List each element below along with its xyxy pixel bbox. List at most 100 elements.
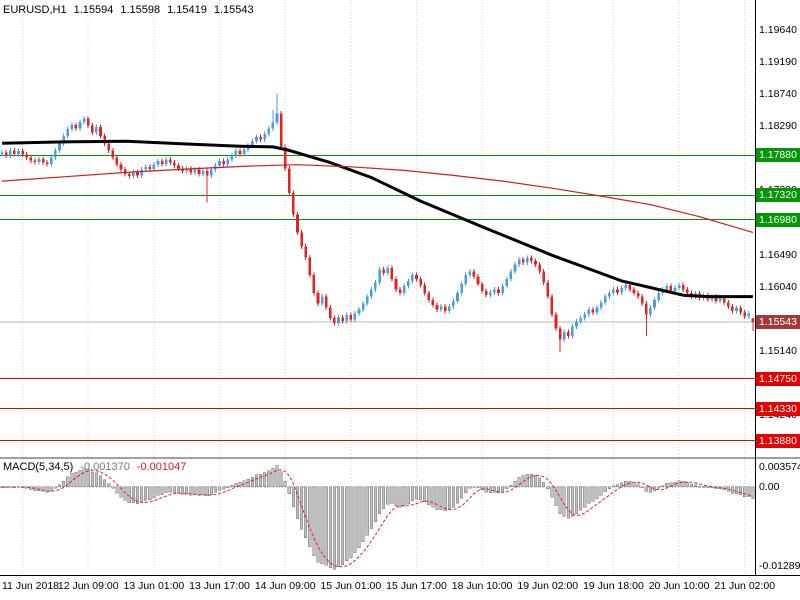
candle-body bbox=[185, 168, 188, 172]
time-scale[interactable]: 11 Jun 2018 12 Jun 09:00 13 Jun 01:00 13 Ju… bbox=[0, 578, 800, 600]
candle-body bbox=[324, 296, 328, 308]
macd-bar bbox=[443, 486, 447, 511]
candle-body bbox=[205, 171, 209, 176]
macd-bar bbox=[509, 484, 513, 488]
macd-bar bbox=[341, 486, 345, 565]
current-price-badge: 1.15543 bbox=[756, 315, 800, 330]
candle-body bbox=[378, 269, 381, 283]
candle-body bbox=[509, 271, 513, 279]
macd-bar bbox=[107, 483, 111, 488]
macd-bar bbox=[615, 484, 620, 488]
candle-body bbox=[132, 171, 135, 177]
candle-body bbox=[148, 166, 152, 169]
macd-label: MACD(5,34,5) bbox=[3, 461, 74, 473]
macd-bar bbox=[468, 486, 472, 489]
macd-bar bbox=[447, 486, 451, 510]
macd-bar bbox=[726, 486, 730, 492]
candle-body bbox=[152, 164, 156, 169]
macd-bar bbox=[41, 486, 45, 492]
macd-bar bbox=[419, 486, 423, 501]
macd-bar bbox=[90, 472, 94, 488]
macd-bar bbox=[328, 486, 332, 569]
candle-body bbox=[677, 285, 681, 289]
macd-bar bbox=[316, 486, 320, 563]
macd-bar bbox=[599, 486, 603, 496]
candle-body bbox=[546, 282, 550, 297]
candle-body bbox=[308, 257, 312, 276]
candle-body bbox=[608, 293, 611, 297]
macd-bar bbox=[550, 486, 554, 498]
macd-bar bbox=[378, 486, 382, 514]
macd-histogram bbox=[0, 464, 755, 570]
macd-bar bbox=[661, 485, 665, 488]
macd-bar bbox=[529, 473, 533, 488]
macd-bar bbox=[665, 482, 669, 488]
macd-bar bbox=[747, 486, 751, 497]
macd-scale-max: 0.003574 bbox=[759, 461, 800, 473]
candle-body bbox=[714, 296, 718, 301]
candle-body bbox=[74, 124, 78, 129]
candle-body bbox=[238, 151, 242, 154]
macd-bar bbox=[115, 486, 119, 494]
macd-bar bbox=[82, 468, 86, 488]
candle-body bbox=[439, 306, 443, 310]
candle-body bbox=[497, 289, 500, 294]
candle-body bbox=[123, 169, 127, 174]
macd-bar bbox=[595, 486, 599, 499]
ohlc-header: EURUSD,H1 1.15594 1.15598 1.15419 1.15543 bbox=[3, 4, 261, 16]
candle-body bbox=[423, 285, 426, 294]
candle-body bbox=[472, 271, 476, 277]
candle-body bbox=[136, 171, 139, 176]
candle-body bbox=[411, 275, 414, 281]
candle-body bbox=[320, 296, 324, 304]
candle-body bbox=[25, 154, 28, 158]
candle-body bbox=[579, 317, 582, 322]
macd-bar bbox=[250, 476, 254, 488]
candle-body bbox=[341, 317, 344, 321]
time-axis-label: 19 Jun 18:00 bbox=[583, 580, 644, 592]
panel-divider[interactable] bbox=[0, 457, 800, 459]
macd-indicator-header: MACD(5,34,5) -0.001370 -0.001047 bbox=[3, 461, 186, 473]
macd-bar bbox=[291, 486, 295, 507]
price-scale[interactable]: 0.003574 0.00 -0.012892 1.19640 1.19190 1.… bbox=[756, 0, 800, 575]
macd-bar bbox=[127, 486, 131, 504]
candle-body bbox=[226, 159, 230, 164]
candle-body bbox=[599, 302, 603, 308]
candle-body bbox=[501, 285, 504, 294]
candle-body bbox=[160, 161, 164, 164]
candle-body bbox=[718, 298, 722, 301]
macd-bar bbox=[406, 486, 410, 505]
macd-bar bbox=[172, 486, 176, 493]
macd-bar bbox=[734, 486, 739, 494]
candle-body bbox=[210, 169, 213, 176]
macd-bar bbox=[193, 486, 197, 495]
level-lines-layer bbox=[0, 154, 755, 442]
price-tick-label: 1.15140 bbox=[759, 344, 797, 357]
candle-body bbox=[751, 318, 755, 323]
macd-bar bbox=[603, 486, 607, 493]
time-axis-label: 18 Jun 10:00 bbox=[451, 580, 513, 592]
macd-bar bbox=[353, 486, 357, 554]
candle-body bbox=[464, 275, 468, 284]
macd-scale-min: -0.012892 bbox=[759, 560, 800, 572]
candle-body bbox=[685, 289, 689, 294]
candle-body bbox=[431, 300, 435, 306]
candles-layer bbox=[0, 93, 755, 353]
price-tick-label: 1.19190 bbox=[759, 56, 797, 69]
candle-body bbox=[567, 332, 570, 336]
candle-body bbox=[267, 128, 271, 135]
macd-bar bbox=[209, 486, 213, 495]
macd-bar bbox=[369, 486, 373, 529]
macd-bar bbox=[332, 486, 336, 570]
macd-bar bbox=[308, 486, 312, 548]
candle-body bbox=[111, 150, 115, 158]
macd-bar bbox=[336, 486, 341, 568]
candle-body bbox=[636, 293, 640, 297]
macd-bar bbox=[94, 472, 98, 488]
macd-bar bbox=[648, 486, 652, 493]
macd-bar bbox=[176, 486, 181, 494]
time-axis-label: 21 Jun 02:00 bbox=[714, 580, 776, 592]
candle-body bbox=[345, 315, 349, 321]
candle-body bbox=[575, 321, 578, 327]
